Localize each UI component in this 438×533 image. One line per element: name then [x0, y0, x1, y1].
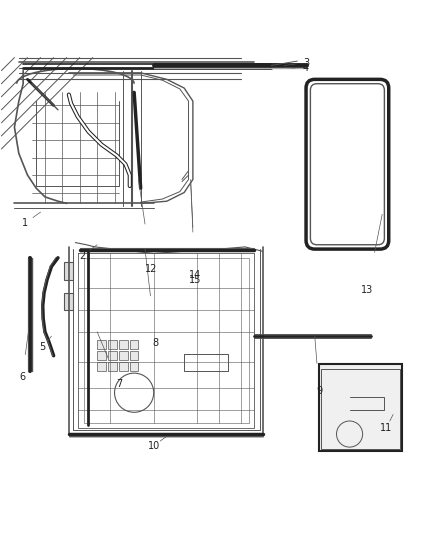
Text: 7: 7 — [116, 379, 122, 389]
Text: 6: 6 — [19, 373, 25, 383]
Bar — [130, 362, 138, 371]
Bar — [64, 293, 73, 310]
Bar — [119, 351, 127, 360]
Bar — [321, 369, 399, 449]
Text: 3: 3 — [303, 58, 309, 68]
Bar — [130, 341, 138, 349]
Bar — [319, 365, 402, 451]
Text: 4: 4 — [303, 63, 309, 74]
Bar — [130, 351, 138, 360]
Bar — [64, 262, 73, 279]
Text: 14: 14 — [189, 270, 201, 280]
Text: 8: 8 — [153, 338, 159, 348]
Bar — [97, 362, 106, 371]
Text: 13: 13 — [361, 286, 373, 295]
Text: 12: 12 — [145, 264, 158, 273]
Text: 1: 1 — [22, 218, 28, 228]
Bar — [108, 351, 117, 360]
Text: 5: 5 — [39, 342, 46, 352]
Bar — [119, 341, 127, 349]
Bar — [97, 341, 106, 349]
Text: 2: 2 — [79, 251, 85, 261]
Text: 15: 15 — [189, 276, 201, 286]
Bar — [119, 362, 127, 371]
Bar — [97, 351, 106, 360]
Text: 9: 9 — [316, 385, 322, 395]
Bar — [108, 362, 117, 371]
Text: 10: 10 — [148, 441, 160, 451]
Text: 11: 11 — [381, 423, 393, 433]
Bar — [108, 341, 117, 349]
